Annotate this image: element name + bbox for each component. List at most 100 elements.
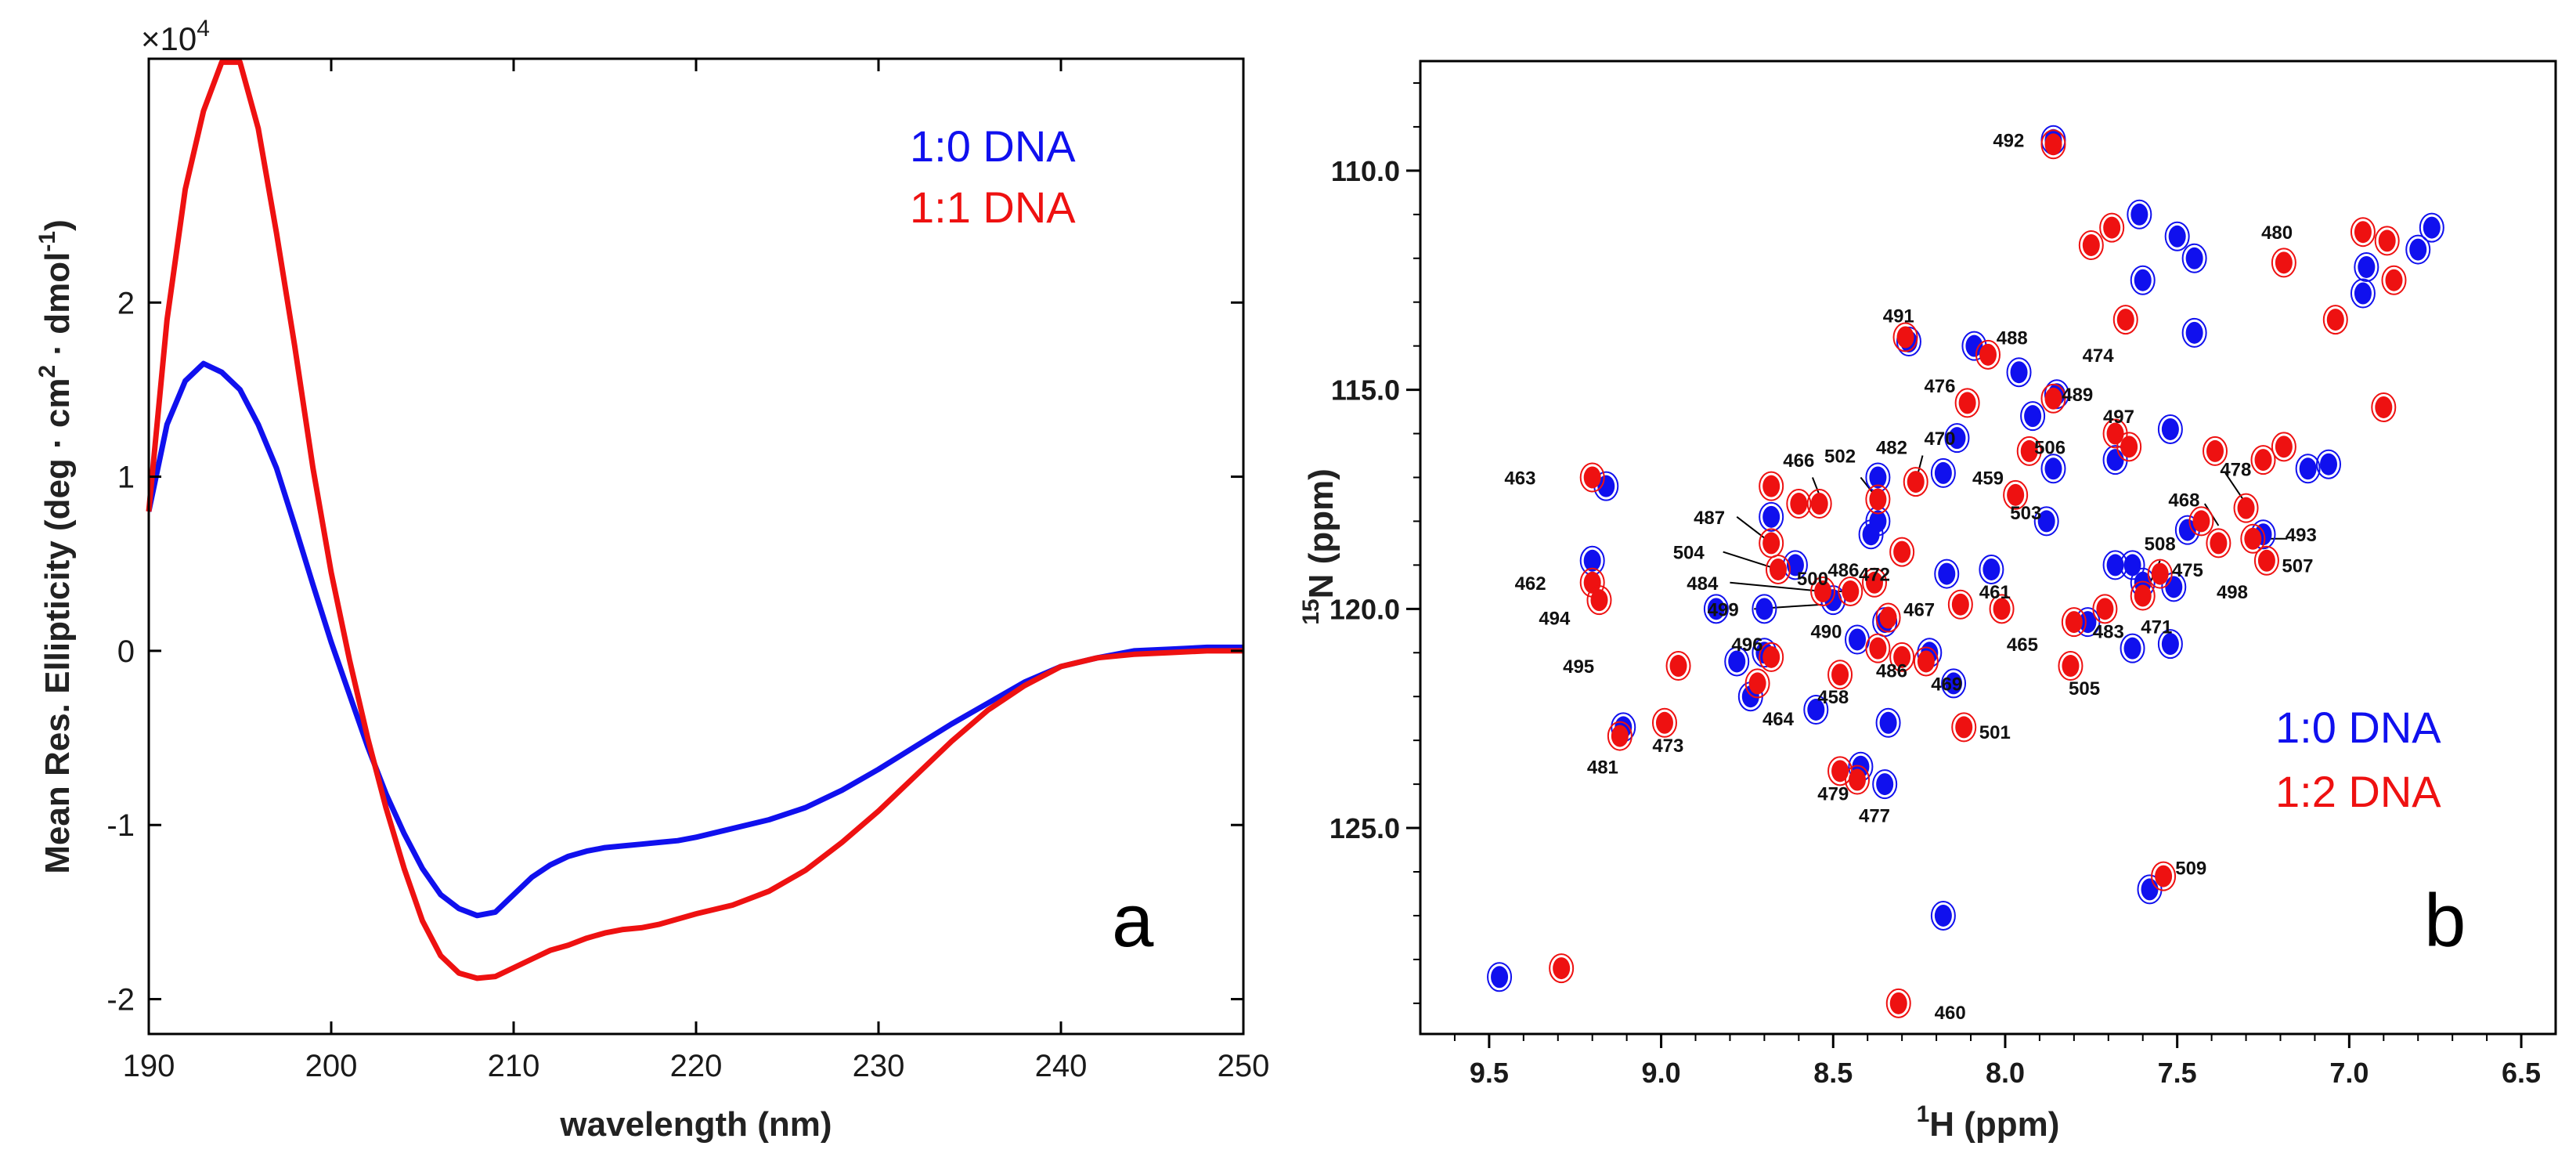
peak-red	[2020, 439, 2038, 462]
peak-red-contour	[1806, 489, 1832, 519]
peak-red-contour	[1892, 322, 1918, 352]
peak-red-contour	[2003, 479, 2029, 510]
peak-red	[1748, 672, 1766, 695]
peak-label: 473	[1652, 736, 1683, 757]
peak-blue-contour	[2006, 357, 2032, 388]
chart-a-legend-1-1-dna: 1:1 DNA	[910, 183, 1076, 232]
peak-red-contour	[2061, 607, 2087, 638]
peak-blue	[1945, 672, 1963, 695]
peak-red	[1917, 650, 1935, 673]
peak-label: 497	[2103, 407, 2134, 428]
peak-blue-contour	[2120, 633, 2145, 663]
peak-blue	[1934, 904, 1952, 927]
chart-a-x-ticks: 190 200 210 220 230 240 250	[123, 59, 1269, 1083]
peak-label: 460	[1935, 1003, 1966, 1024]
peak-red	[2062, 655, 2080, 678]
peak-red	[1993, 598, 2011, 620]
peak-blue-contour	[1759, 501, 1784, 532]
peak-red	[2206, 439, 2224, 462]
peak-red-contour	[1862, 567, 1887, 598]
series-line-1-0-dna	[146, 360, 1243, 919]
peak-red-contour	[2040, 129, 2066, 160]
peak-red	[2210, 532, 2228, 555]
peak-red-contour	[2253, 545, 2279, 576]
y-tick-label: 1	[117, 461, 135, 495]
peak-blue-contour	[1703, 594, 1729, 624]
peak-red-contour	[2147, 559, 2173, 589]
peak-blue	[2024, 405, 2042, 428]
peak-blue	[2168, 225, 2186, 248]
peak-red	[1590, 589, 1608, 612]
chart-a-ylabel-main: Mean Res. Ellipticity (deg · cm	[38, 378, 77, 873]
peak-red	[1762, 475, 1780, 497]
peak-blue-contour	[2405, 234, 2431, 265]
peak-label: 482	[1876, 437, 1907, 458]
peak-blue	[1491, 966, 1509, 989]
peak-blue	[1938, 562, 1956, 585]
peak-label: 476	[1924, 376, 1955, 397]
x-tick-label: 9.5	[1470, 1057, 1509, 1089]
peak-red	[1583, 571, 1601, 594]
peak-red	[2155, 865, 2173, 887]
peak-blue	[1869, 510, 1887, 533]
chart-b-x-ticks: 9.5 9.0 8.5 8.0 7.5 7.0 6.5	[1453, 1034, 2541, 1089]
peak-red-contour	[2206, 528, 2231, 559]
peak-blue-contour	[1979, 554, 2004, 584]
peak-label: 480	[2261, 222, 2293, 244]
peak-blue	[1934, 461, 1952, 484]
peak-red-contour	[2112, 305, 2138, 335]
peak-red-contour	[1838, 576, 1863, 606]
chart-a-multiplier-base: ×10	[141, 20, 197, 57]
peak-blue	[1807, 699, 1825, 721]
y-tick-label: -2	[106, 983, 135, 1018]
chart-a-ylabel-sup1: 2	[34, 365, 60, 378]
peak-red-contour	[1885, 988, 1911, 1018]
peak-blue	[2185, 321, 2203, 344]
peak-red	[2134, 584, 2152, 607]
peak-blue	[2130, 203, 2148, 226]
chart-b-legend-1-0-dna: 1:0 DNA	[2275, 703, 2441, 752]
peak-blue	[2123, 554, 2141, 577]
peak-label: 472	[1859, 565, 1890, 586]
peak-red	[2257, 549, 2275, 572]
chart-b-x-axis-label: 1H (ppm)	[1917, 1101, 2060, 1144]
y-tick-label: 120.0	[1329, 593, 1400, 625]
peak-red	[1849, 768, 1867, 791]
x-tick-label: 8.5	[1813, 1057, 1853, 1089]
cd-spectrum-chart: 190 200 210 220 230 240 250 -2 -1 0 1 2 ×104 wavel…	[34, 16, 1269, 1144]
peak-red-contour	[2016, 436, 2042, 466]
peak-blue-contour	[1941, 668, 1967, 699]
peak-red-contour	[1951, 712, 1977, 743]
peak-red-contour	[2371, 392, 2397, 422]
peak-red-contour	[2271, 432, 2296, 462]
chart-a-y-axis-label: Mean Res. Ellipticity (deg · cm2 · dmol-…	[34, 219, 77, 874]
y-tick-label: 115.0	[1331, 374, 1400, 407]
peak-label: 488	[1997, 327, 2028, 349]
peak-red	[1831, 663, 1849, 686]
peak-red	[1951, 593, 1969, 616]
peak-red	[2326, 309, 2344, 331]
chart-a-legend-1-0-dna: 1:0 DNA	[910, 121, 1076, 171]
chart-b-xlabel-main: H (ppm)	[1929, 1105, 2059, 1144]
peak-red-contour	[2350, 217, 2376, 248]
peak-red-contour	[1975, 339, 2001, 370]
peak-blue	[2079, 611, 2097, 634]
peak-blue-contour	[1752, 594, 1777, 624]
peak-blue	[2185, 247, 2203, 269]
chart-a-x-axis-label: wavelength (nm)	[559, 1105, 832, 1144]
peak-red-contour	[2322, 305, 2348, 335]
peak-red-contour	[1786, 489, 1812, 519]
peak-blue	[1755, 598, 1773, 620]
x-tick-label: 7.5	[2158, 1057, 2197, 1089]
chart-b-ylabel-sup: 15	[1298, 598, 1324, 624]
peak-blue-contour	[2181, 243, 2207, 273]
y-tick-label: 110.0	[1331, 155, 1400, 187]
peak-label: 502	[1824, 446, 1856, 468]
peak-red	[1866, 571, 1883, 594]
peak-red-contour	[2240, 523, 2266, 554]
chart-a-multiplier-exp: 4	[197, 16, 210, 42]
peak-label: 494	[1539, 609, 1571, 630]
peak-red-contour	[2040, 383, 2066, 414]
peak-blue-contour	[1724, 646, 1750, 677]
